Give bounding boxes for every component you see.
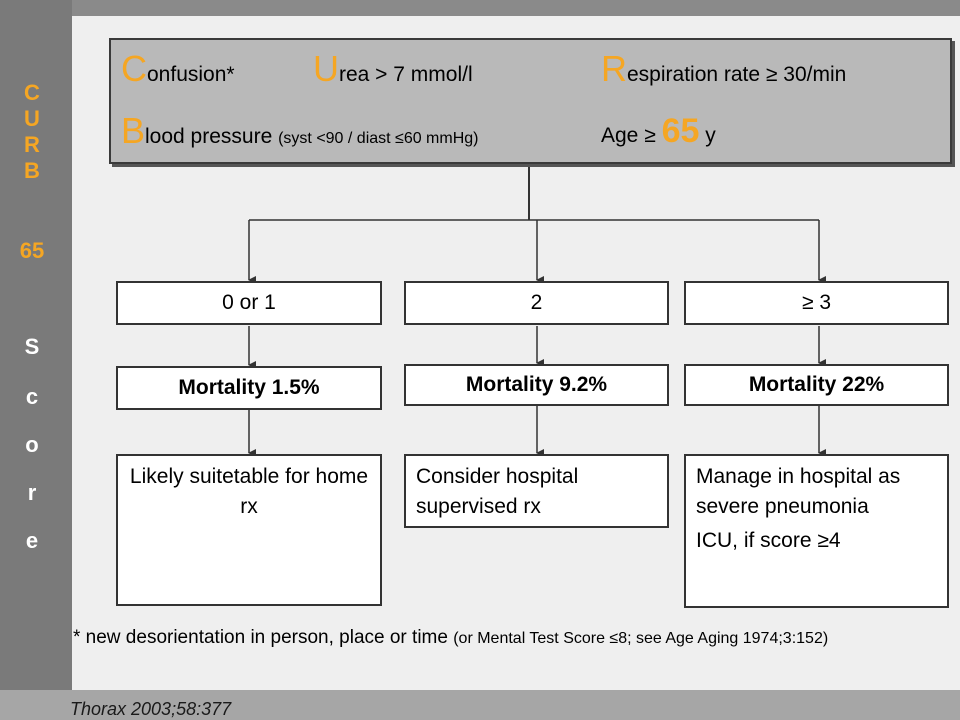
mortality-box-high: Mortality 22% xyxy=(684,364,949,406)
footnote-detail: (or Mental Test Score ≤8; see Age Aging … xyxy=(453,630,829,647)
criterion-bp-text: lood pressure xyxy=(145,125,279,148)
sidebar-letter-u: U xyxy=(24,106,40,131)
criterion-respiration-initial: R xyxy=(601,48,627,89)
criterion-age-prefix: Age ≥ xyxy=(601,124,662,147)
footnote-main: * new desorientation in person, place or… xyxy=(73,627,454,648)
recommendation-high-icu-text: ICU, if score ≥4 xyxy=(696,529,841,552)
criterion-respiration-text: espiration rate ≥ 30/min xyxy=(627,63,847,86)
mortality-box-moderate: Mortality 9.2% xyxy=(404,364,669,406)
criterion-blood-pressure: Blood pressure (syst <90 / diast ≤60 mmH… xyxy=(121,110,479,152)
sidebar-letter-r2: r xyxy=(27,480,37,505)
mortality-box-low: Mortality 1.5% xyxy=(116,366,382,410)
sidebar-letter-e: e xyxy=(25,528,39,553)
criterion-urea: Urea > 7 mmol/l xyxy=(313,48,473,90)
recommendation-low-text: Likely suitetable for home rx xyxy=(129,465,369,518)
criterion-bp-initial: B xyxy=(121,110,146,151)
sidebar-letter-c2: c xyxy=(25,384,39,409)
recommendation-moderate-text: Consider hospital supervised rx xyxy=(416,465,579,518)
recommendation-high-text: Manage in hospital as severe pneumonia xyxy=(696,465,901,518)
score-box-3-plus: ≥ 3 xyxy=(684,281,949,325)
top-bar xyxy=(0,0,960,16)
footer-bar xyxy=(0,690,960,720)
sidebar-letter-s: S xyxy=(24,334,40,359)
recommendation-box-moderate: Consider hospital supervised rx xyxy=(404,454,669,528)
sidebar: C U R B 65 S c o r e xyxy=(0,0,72,690)
criterion-age: Age ≥ 65 y xyxy=(601,112,716,151)
sidebar-letter-r: R xyxy=(24,132,40,157)
footnote: * new desorientation in person, place or… xyxy=(73,627,828,649)
criterion-confusion-initial: C xyxy=(121,48,147,89)
sidebar-letter-o: o xyxy=(25,432,39,457)
criterion-confusion-text: onfusion* xyxy=(147,63,235,86)
criterion-urea-initial: U xyxy=(313,48,339,89)
criterion-confusion: Confusion* xyxy=(121,48,235,90)
criteria-box: Confusion* Urea > 7 mmol/l Respiration r… xyxy=(109,38,952,164)
sidebar-letter-c: C xyxy=(24,80,40,105)
score-box-2: 2 xyxy=(404,281,669,325)
criterion-age-value: 65 xyxy=(661,112,700,150)
criterion-age-suffix: y xyxy=(699,124,716,147)
criterion-respiration: Respiration rate ≥ 30/min xyxy=(601,48,846,90)
recommendation-box-high: Manage in hospital as severe pneumonia I… xyxy=(684,454,949,608)
source-citation: Thorax 2003;58:377 xyxy=(70,699,232,719)
sidebar-number-65: 65 xyxy=(19,238,45,263)
score-box-0-1: 0 or 1 xyxy=(116,281,382,325)
criterion-bp-detail: (syst <90 / diast ≤60 mmHg) xyxy=(278,130,479,147)
criterion-urea-text: rea > 7 mmol/l xyxy=(339,63,473,86)
recommendation-box-low: Likely suitetable for home rx xyxy=(116,454,382,606)
sidebar-letter-b: B xyxy=(24,158,40,183)
